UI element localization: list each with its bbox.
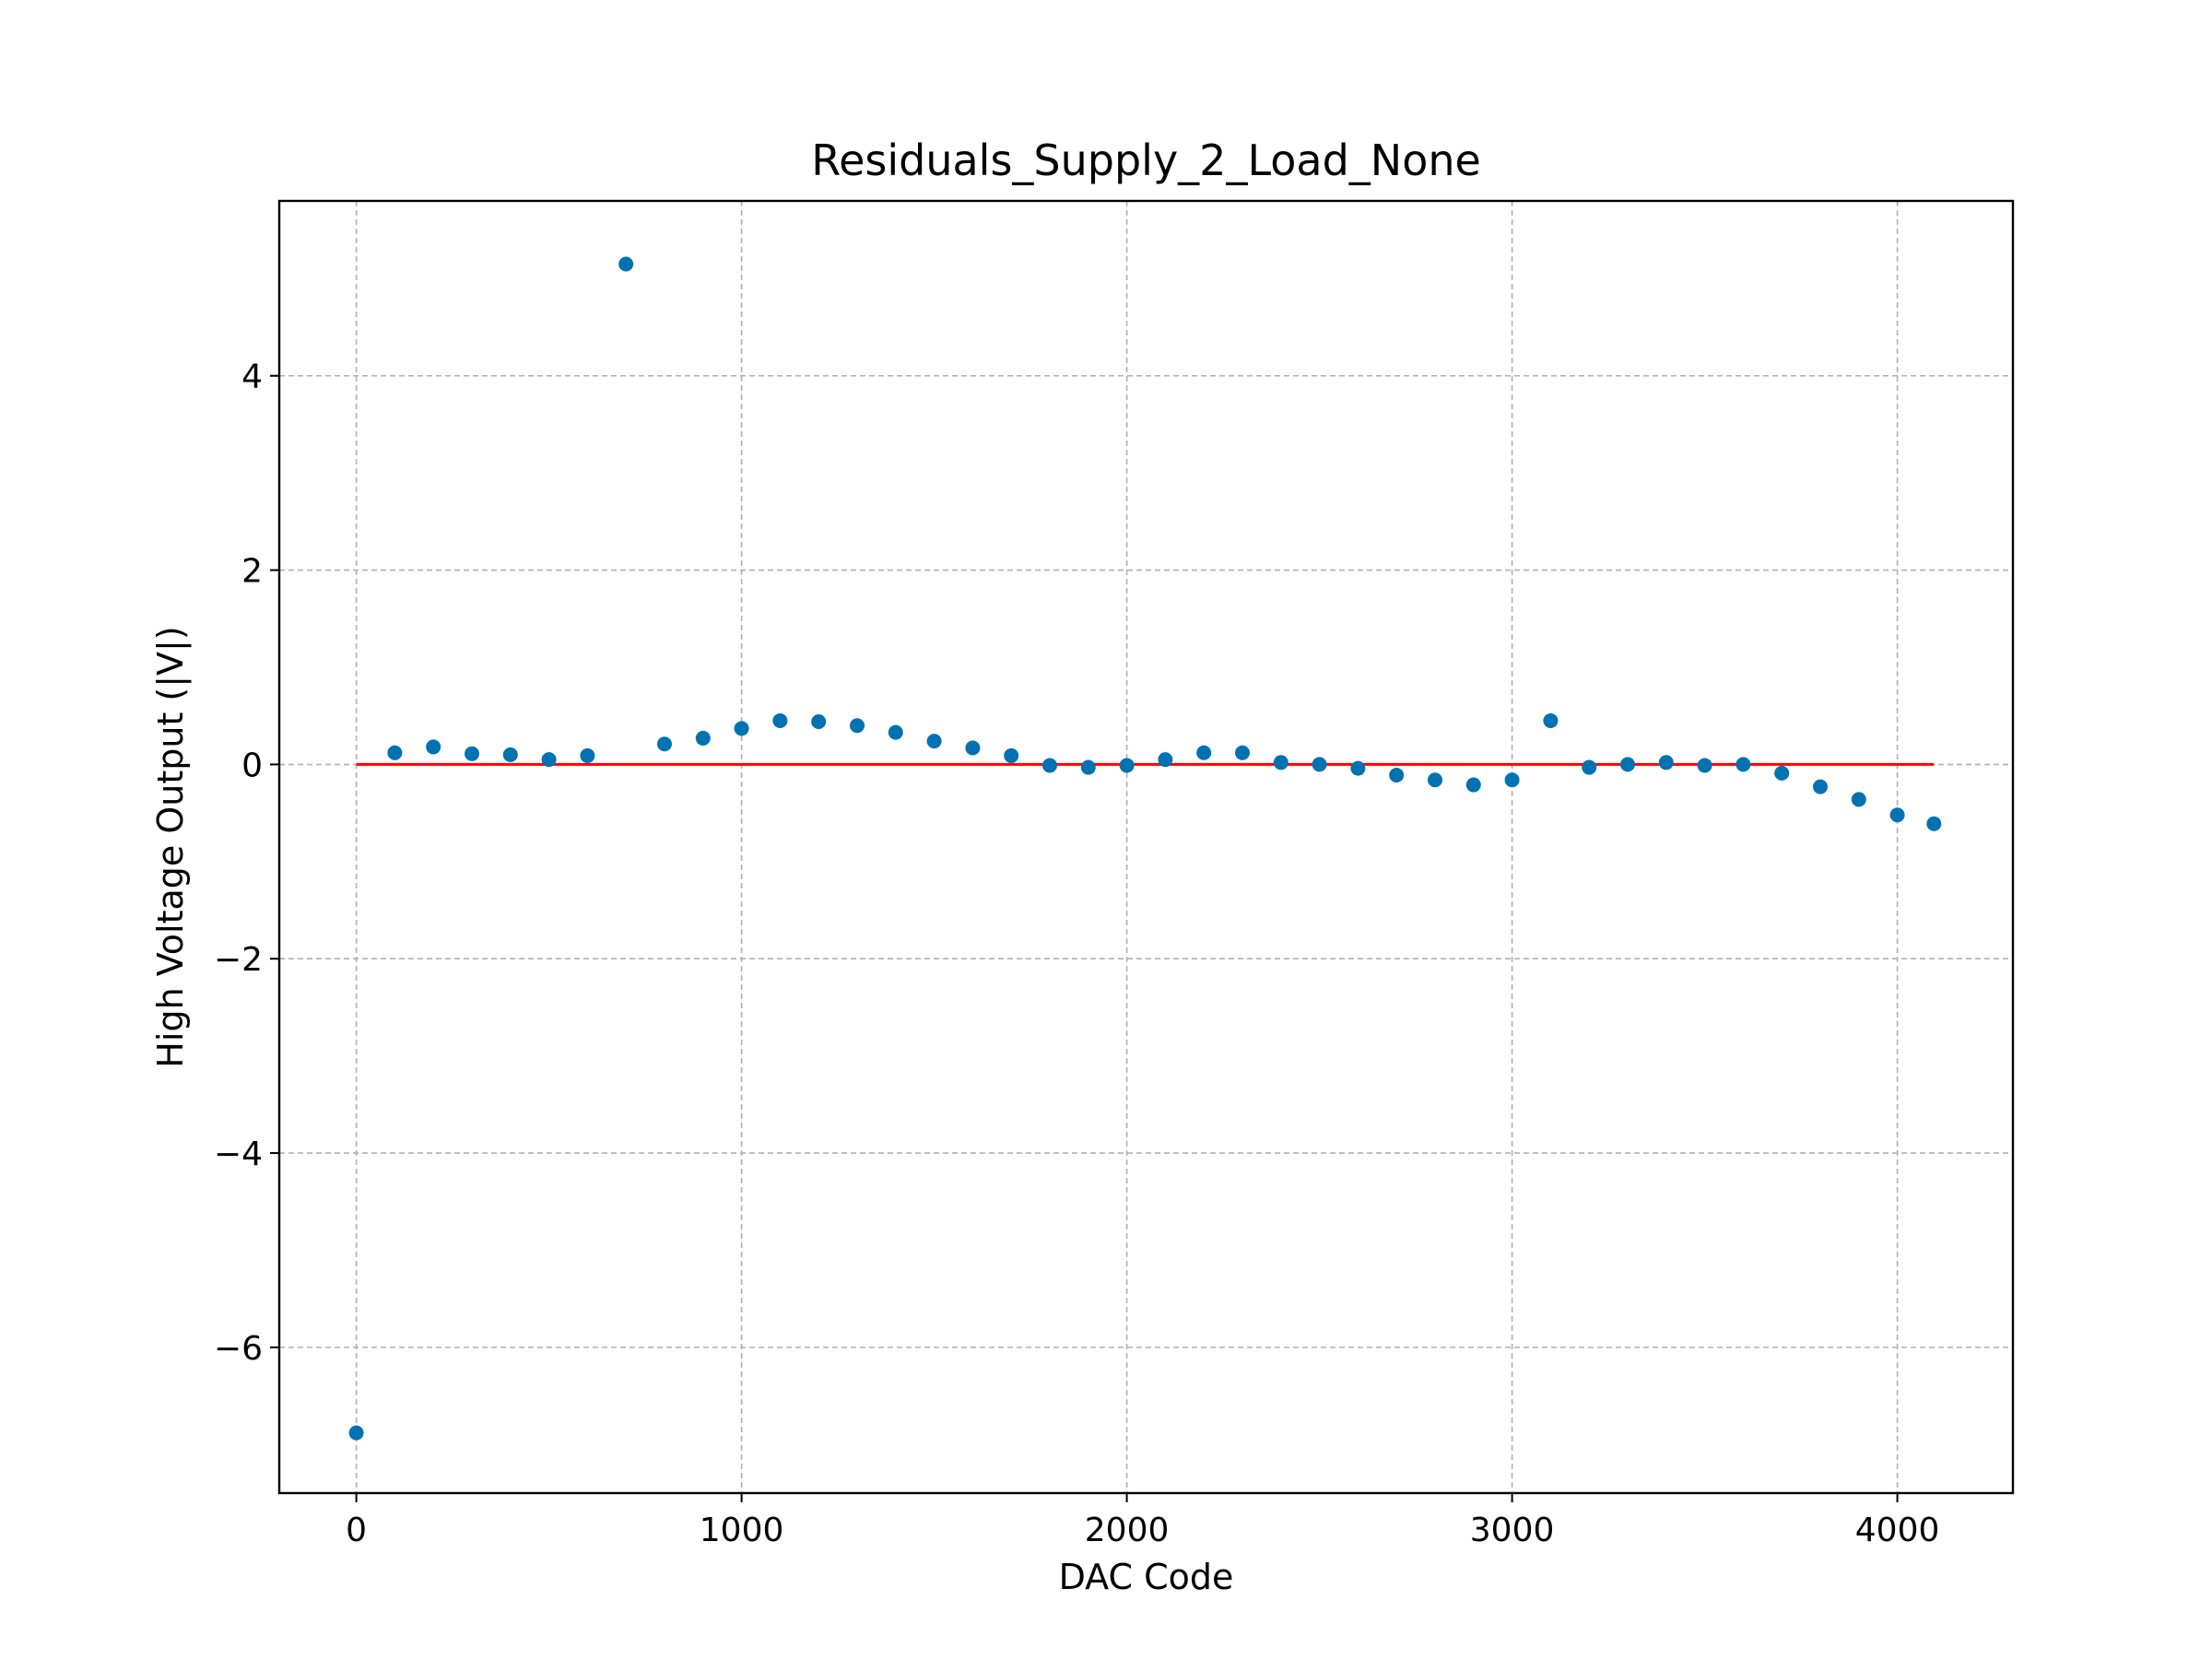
data-point — [465, 746, 479, 761]
data-point — [1465, 777, 1481, 793]
data-point — [1582, 759, 1597, 775]
data-point — [772, 712, 788, 728]
data-point — [580, 747, 595, 763]
data-point — [811, 714, 827, 730]
y-tick-label: 2 — [241, 553, 263, 591]
data-point — [1620, 757, 1635, 772]
data-point — [1158, 752, 1173, 768]
x-tick-label: 1000 — [700, 1512, 784, 1549]
data-point — [618, 256, 634, 272]
chart-title: Residuals_Supply_2_Load_None — [811, 135, 1481, 185]
data-point — [695, 730, 711, 746]
data-point — [1350, 760, 1366, 776]
data-point — [1543, 712, 1559, 728]
data-point — [1926, 816, 1942, 831]
data-point — [426, 739, 441, 755]
data-point — [1735, 757, 1751, 772]
data-point — [1042, 758, 1057, 773]
x-tick-label: 0 — [346, 1512, 367, 1549]
axis-ticks: 0 1000 2000 3000 4000 −6 −4 −2 0 2 4 — [214, 359, 1939, 1549]
y-tick-label: −6 — [214, 1330, 263, 1368]
y-axis-label: High Voltage Output (|V|) — [150, 626, 192, 1067]
data-point — [502, 747, 518, 762]
data-point — [1080, 759, 1096, 775]
data-point — [965, 740, 981, 756]
x-axis-label: DAC Code — [1059, 1557, 1234, 1597]
y-tick-label: −2 — [214, 941, 263, 979]
data-point — [1428, 772, 1442, 788]
data-point — [888, 724, 903, 740]
data-point — [1697, 758, 1712, 773]
y-tick-label: 4 — [241, 359, 263, 396]
data-point — [850, 718, 865, 734]
x-tick-label: 2000 — [1085, 1512, 1170, 1549]
data-point — [1119, 758, 1135, 773]
data-point — [1235, 745, 1250, 760]
x-tick-label: 3000 — [1470, 1512, 1555, 1549]
data-point — [1889, 807, 1905, 823]
data-point — [1813, 779, 1828, 794]
data-point — [1196, 745, 1212, 760]
data-point — [1658, 755, 1674, 771]
plot-frame — [277, 199, 2015, 1495]
data-point — [1774, 765, 1790, 781]
x-tick-label: 4000 — [1855, 1512, 1940, 1549]
data-point — [1389, 767, 1405, 782]
data-point — [1273, 755, 1288, 771]
y-tick-label: −4 — [214, 1135, 263, 1173]
data-point — [1312, 757, 1327, 772]
data-point — [1504, 772, 1520, 788]
y-tick-label: 0 — [241, 747, 263, 784]
data-points — [348, 256, 1942, 1441]
data-point — [926, 734, 942, 749]
data-point — [1851, 792, 1866, 807]
data-point — [387, 745, 403, 760]
data-point — [734, 721, 749, 736]
data-point — [541, 752, 557, 768]
data-point — [657, 736, 672, 752]
data-point — [1004, 747, 1019, 763]
data-point — [348, 1425, 364, 1441]
